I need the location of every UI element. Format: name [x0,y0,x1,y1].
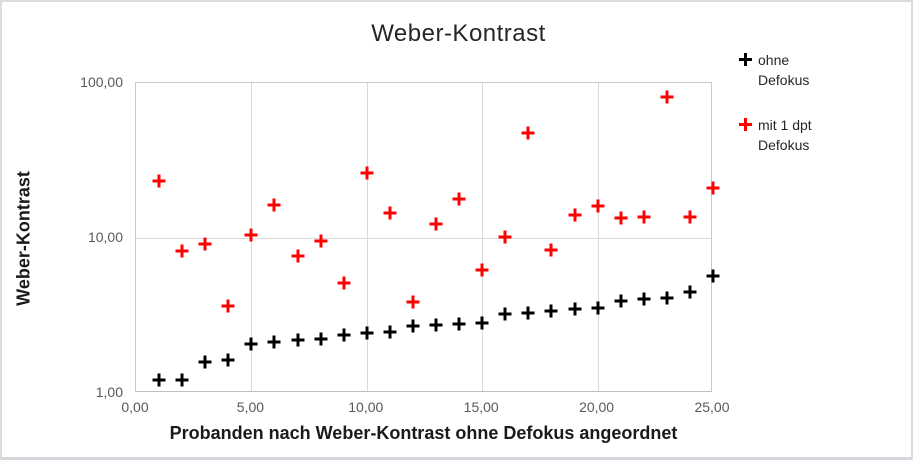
data-point-ohne-defokus[interactable] [614,294,628,308]
data-point-mit-defokus[interactable] [521,126,535,140]
plus-marker-icon [739,117,752,131]
x-tick-label: 10,00 [348,399,384,415]
data-point-ohne-defokus[interactable] [660,291,674,305]
data-point-ohne-defokus[interactable] [221,353,235,367]
data-point-mit-defokus[interactable] [267,198,281,212]
data-point-mit-defokus[interactable] [337,276,351,290]
data-point-mit-defokus[interactable] [660,90,674,104]
x-tick-label: 0,00 [121,399,149,415]
chart-title[interactable]: Weber-Kontrast [371,20,546,47]
data-point-mit-defokus[interactable] [568,208,582,222]
data-point-ohne-defokus[interactable] [544,304,558,318]
data-point-mit-defokus[interactable] [406,295,420,309]
gridline-vertical [597,83,599,391]
legend-label: mit 1 dpt Defokus [758,116,812,153]
x-axis-title: Probanden nach Weber-Kontrast ohne Defok… [169,423,678,443]
y-tick-label: 10,00 [87,229,123,245]
data-point-ohne-defokus[interactable] [360,326,374,340]
data-point-mit-defokus[interactable] [683,210,697,224]
data-point-ohne-defokus[interactable] [244,337,258,351]
data-point-mit-defokus[interactable] [152,174,166,188]
x-tick-label: 20,00 [579,399,615,415]
data-point-ohne-defokus[interactable] [152,373,166,387]
legend-item-ohne-defokus[interactable]: ohne Defokus [739,50,909,91]
data-point-mit-defokus[interactable] [475,263,489,277]
data-point-ohne-defokus[interactable] [498,307,512,321]
data-point-ohne-defokus[interactable] [175,373,189,387]
data-point-mit-defokus[interactable] [706,181,720,195]
gridline-vertical [366,83,368,391]
data-point-mit-defokus[interactable] [544,243,558,257]
plot-area[interactable] [135,82,720,392]
data-point-ohne-defokus[interactable] [591,301,605,315]
data-point-mit-defokus[interactable] [244,228,258,242]
data-point-mit-defokus[interactable] [291,249,305,263]
data-point-mit-defokus[interactable] [498,230,512,244]
y-tick-label: 100,00 [80,74,123,90]
data-point-ohne-defokus[interactable] [521,306,535,320]
data-point-ohne-defokus[interactable] [314,332,328,346]
x-tick-label: 15,00 [463,399,499,415]
data-point-mit-defokus[interactable] [591,199,605,213]
y-tick-label: 1,00 [95,384,123,400]
data-point-ohne-defokus[interactable] [452,317,466,331]
data-point-ohne-defokus[interactable] [383,325,397,339]
data-point-ohne-defokus[interactable] [267,335,281,349]
data-point-mit-defokus[interactable] [198,237,212,251]
data-point-mit-defokus[interactable] [175,244,189,258]
data-point-mit-defokus[interactable] [314,234,328,248]
data-point-ohne-defokus[interactable] [337,328,351,342]
data-point-mit-defokus[interactable] [383,206,397,220]
x-tick-label: 25,00 [694,399,730,415]
data-point-mit-defokus[interactable] [614,211,628,225]
data-point-mit-defokus[interactable] [429,217,443,231]
plus-marker-icon [739,53,752,66]
gridline-horizontal [136,238,711,239]
data-point-mit-defokus[interactable] [637,210,651,224]
data-point-mit-defokus[interactable] [221,299,235,313]
x-tick-label: 5,00 [236,399,265,415]
data-point-ohne-defokus[interactable] [568,302,582,316]
data-point-ohne-defokus[interactable] [198,355,212,369]
data-point-ohne-defokus[interactable] [406,319,420,333]
legend-label: ohne Defokus [758,52,810,89]
data-point-ohne-defokus[interactable] [706,269,720,283]
gridline-vertical [482,83,484,391]
legend[interactable]: ohne Defokus mit 1 dpt Defokus [739,50,909,179]
data-point-mit-defokus[interactable] [360,166,374,180]
data-point-ohne-defokus[interactable] [637,292,651,306]
data-point-ohne-defokus[interactable] [429,318,443,332]
data-point-ohne-defokus[interactable] [291,333,305,347]
data-point-mit-defokus[interactable] [452,192,466,206]
legend-item-mit-defokus[interactable]: mit 1 dpt Defokus [739,115,909,156]
data-point-ohne-defokus[interactable] [683,285,697,299]
data-point-ohne-defokus[interactable] [475,316,489,330]
